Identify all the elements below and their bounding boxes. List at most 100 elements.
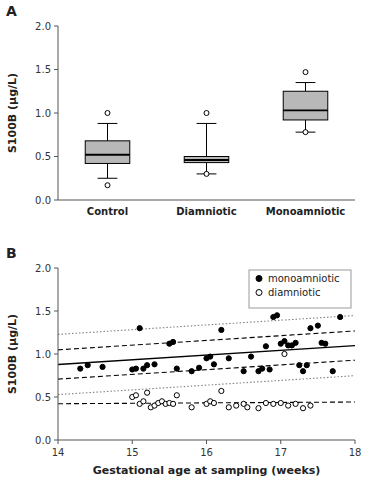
outlier: [303, 130, 308, 135]
x-tick: [132, 440, 133, 444]
whisker-cap-high: [197, 123, 217, 124]
y-tick-label: 1.5: [35, 64, 51, 75]
y-tick-label: 0.5: [35, 392, 51, 403]
point: [85, 363, 90, 368]
median: [184, 159, 229, 161]
point: [78, 366, 83, 371]
y-tick-label: 1.0: [35, 108, 51, 119]
whisker-high: [305, 83, 306, 92]
x-axis-line: [58, 200, 355, 201]
point: [300, 369, 305, 374]
y-tick: [54, 354, 58, 355]
y-tick-label: 0.0: [35, 435, 51, 446]
whisker-cap-low: [98, 178, 118, 179]
whisker-cap-high: [296, 82, 316, 83]
title: A: [6, 3, 17, 19]
point: [133, 393, 138, 398]
point: [300, 406, 305, 411]
point: [145, 390, 150, 395]
point: [170, 401, 175, 406]
point: [152, 362, 157, 367]
point: [260, 366, 265, 371]
x-tick-label: 18: [349, 447, 362, 458]
point: [256, 406, 261, 411]
panel: A0.00.51.01.52.0S100B (μg/L)ControlDiamn…: [6, 3, 355, 217]
point: [219, 388, 224, 393]
y-axis-label: S100B (μg/L): [6, 314, 19, 394]
point: [196, 365, 201, 370]
y-tick-label: 1.0: [35, 349, 51, 360]
point: [145, 363, 150, 368]
outlier: [204, 111, 209, 116]
point: [234, 403, 239, 408]
point: [174, 366, 179, 371]
plot-area: [85, 70, 328, 188]
point: [211, 400, 216, 405]
y-tick: [54, 26, 58, 27]
legend-label: monoamniotic: [268, 273, 340, 284]
point: [241, 369, 246, 374]
y-tick-label: 1.5: [35, 306, 51, 317]
point: [248, 354, 253, 359]
point: [274, 313, 279, 318]
y-tick: [54, 397, 58, 398]
title: B: [6, 245, 17, 261]
y-tick-label: 2.0: [35, 263, 51, 274]
point: [304, 363, 309, 368]
point: [211, 362, 216, 367]
outlier: [105, 183, 110, 188]
line: [58, 376, 355, 395]
legend: monoamnioticdiamniotic: [249, 270, 351, 308]
y-tick: [54, 311, 58, 312]
x-axis-label: Gestational age at sampling (weeks): [93, 464, 321, 477]
point: [308, 326, 313, 331]
point: [189, 405, 194, 410]
point: [297, 363, 302, 368]
y-tick: [54, 200, 58, 201]
x-tick-label: 15: [126, 447, 139, 458]
point: [282, 339, 287, 344]
point: [263, 344, 268, 349]
y-tick-label: 2.0: [35, 21, 51, 32]
y-tick: [54, 268, 58, 269]
y-tick: [54, 113, 58, 114]
outlier: [303, 70, 308, 75]
point: [174, 393, 179, 398]
point: [133, 366, 138, 371]
point: [308, 403, 313, 408]
plot-area: [58, 313, 355, 411]
point: [315, 323, 320, 328]
box: [184, 157, 229, 163]
x-tick: [58, 440, 59, 444]
point: [271, 401, 276, 406]
x-tick: [280, 440, 281, 444]
whisker-high: [107, 123, 108, 140]
legend-frame: [249, 270, 351, 308]
outlier: [105, 111, 110, 116]
point: [278, 400, 283, 405]
x-tick-label: Diamniotic: [176, 206, 237, 217]
y-tick: [54, 156, 58, 157]
points: [78, 313, 343, 411]
x-tick-label: 14: [52, 447, 65, 458]
y-axis-line: [58, 26, 59, 200]
point: [189, 369, 194, 374]
whisker-high: [206, 123, 207, 156]
y-axis-line: [58, 268, 59, 440]
point: [323, 341, 328, 346]
whisker-low: [107, 163, 108, 178]
point: [286, 403, 291, 408]
point: [141, 399, 146, 404]
figure: A0.00.51.01.52.0S100B (μg/L)ControlDiamn…: [0, 0, 370, 488]
point: [170, 339, 175, 344]
point: [100, 364, 105, 369]
point: [137, 326, 142, 331]
x-axis-line: [58, 440, 355, 441]
y-tick: [54, 69, 58, 70]
x-tick-label: Monoamniotic: [266, 206, 346, 217]
line: [58, 315, 355, 334]
point: [245, 405, 250, 410]
point: [226, 356, 231, 361]
legend-swatch: [256, 290, 262, 296]
median: [85, 154, 130, 156]
